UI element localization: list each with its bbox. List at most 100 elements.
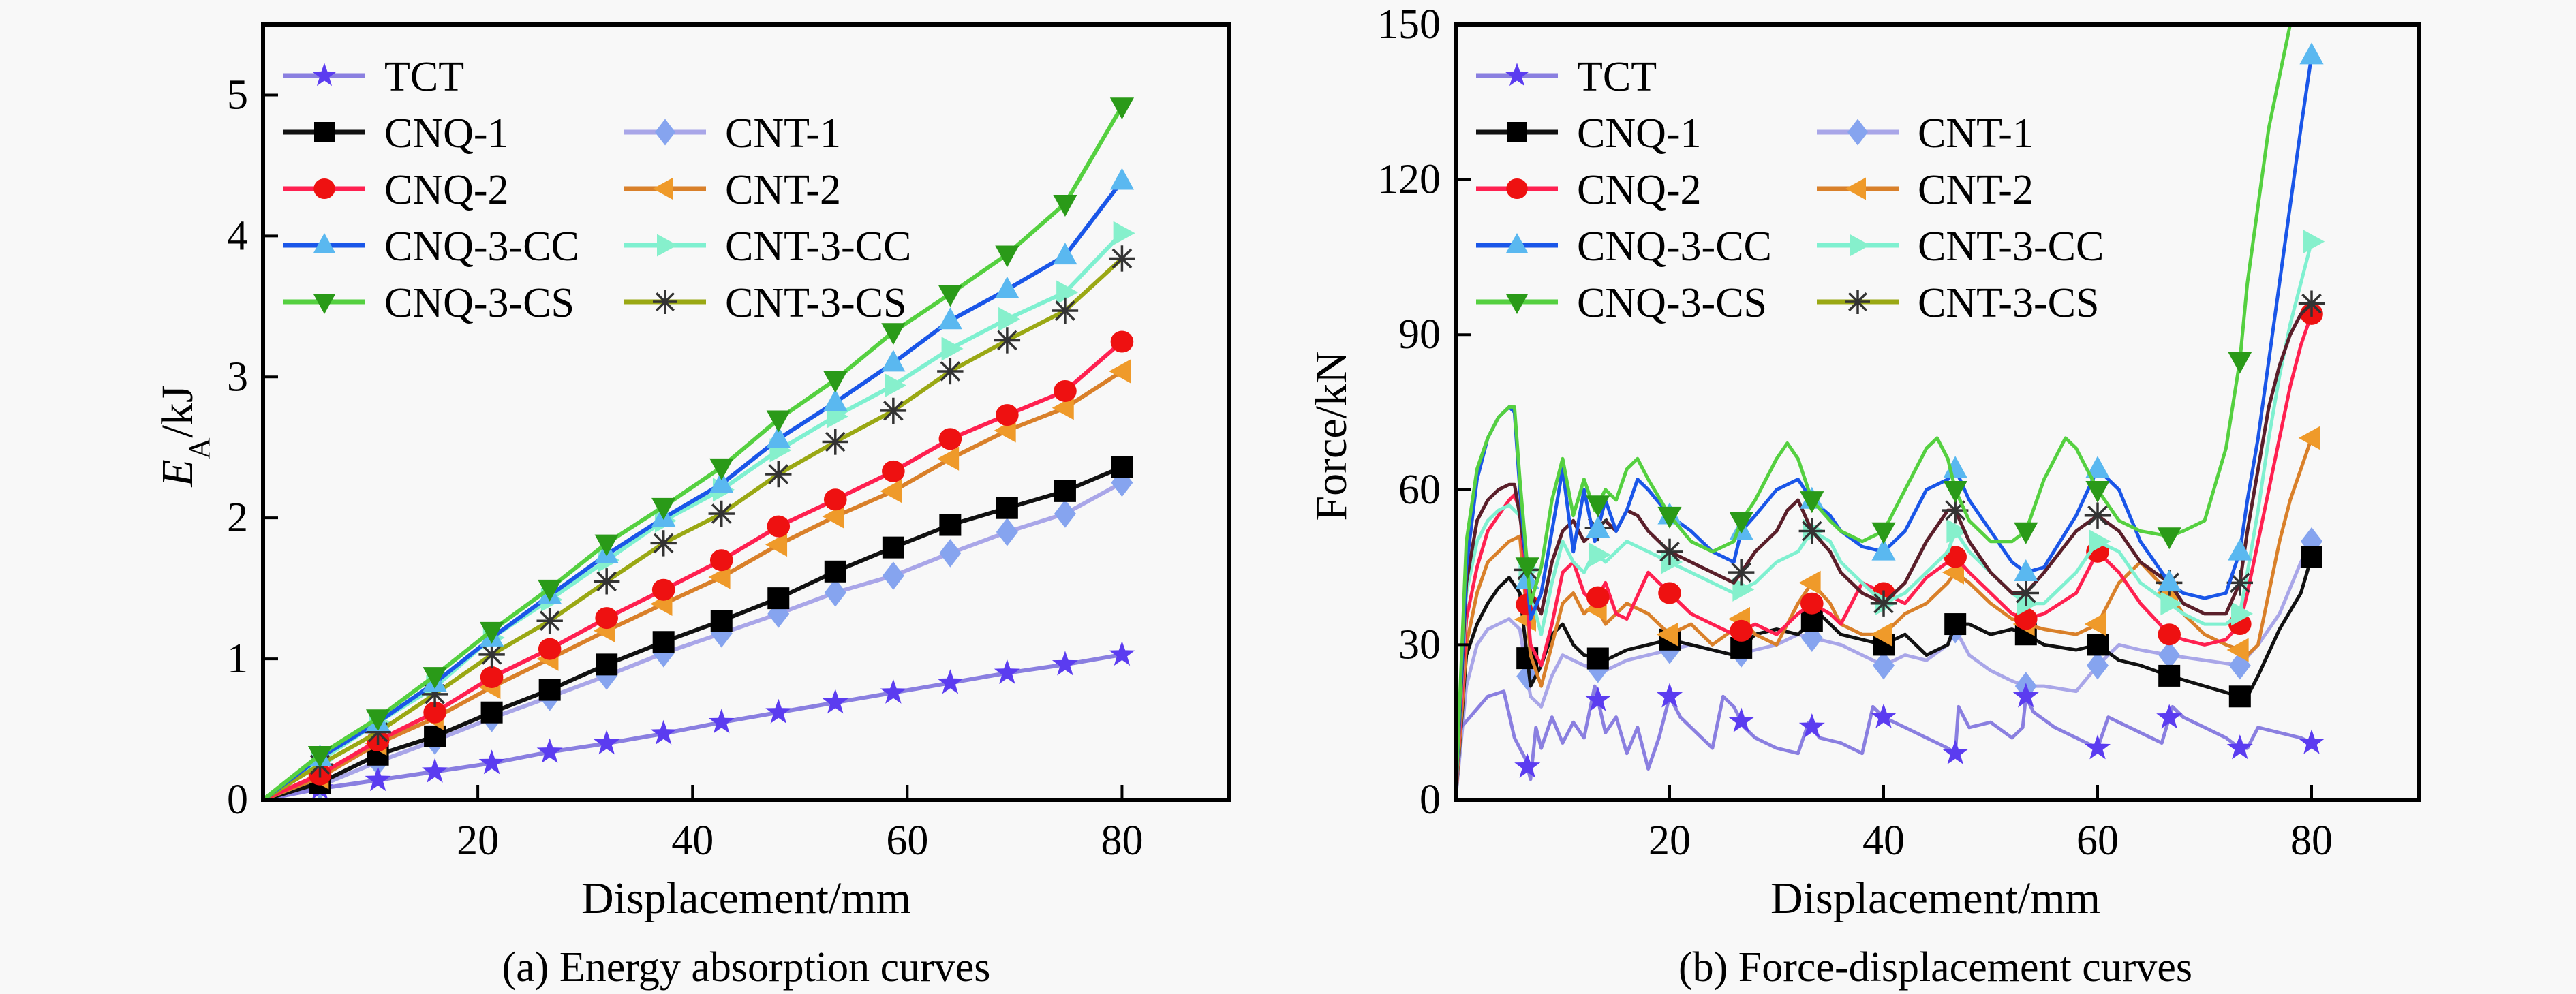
y-axis-title: EA/kJ <box>153 385 216 487</box>
data-point <box>2085 456 2110 478</box>
data-point <box>1109 245 1135 272</box>
data-point <box>1054 480 1076 502</box>
data-point <box>423 701 446 724</box>
legend-item-cnt-1: CNT-1 <box>1817 110 2034 157</box>
data-point <box>938 307 962 330</box>
legend-label: CNT-3-CS <box>725 280 906 326</box>
data-point <box>650 719 677 745</box>
legend-item-tct: TCT <box>1476 54 1657 100</box>
series-cnq-3-cs <box>263 97 1135 800</box>
data-point <box>881 350 906 372</box>
data-point <box>1798 518 1826 544</box>
data-point <box>1052 651 1078 676</box>
data-point <box>2231 602 2254 626</box>
legend-item-cnq-3-cs: CNQ-3-CS <box>1476 280 1767 326</box>
data-point <box>1944 613 1967 636</box>
x-axis-title: Displacement/mm <box>581 873 911 923</box>
data-point <box>1052 297 1079 324</box>
data-point <box>1586 647 1609 670</box>
data-point <box>998 307 1021 332</box>
data-point <box>2299 42 2324 65</box>
data-point <box>2228 685 2251 708</box>
data-point <box>480 666 504 688</box>
x-tick-label: 60 <box>886 818 928 864</box>
legend-marker <box>653 290 677 314</box>
data-point <box>765 532 788 557</box>
data-point <box>710 610 733 632</box>
data-point <box>765 461 792 488</box>
data-point <box>2087 634 2109 656</box>
data-point <box>2158 640 2181 670</box>
series-line <box>263 105 1124 800</box>
data-point <box>1109 97 1135 120</box>
data-point <box>995 245 1019 268</box>
data-point <box>2014 522 2038 544</box>
legend-label: CNQ-2 <box>1577 167 1702 213</box>
legend-label: TCT <box>384 54 464 100</box>
data-point <box>938 428 962 450</box>
panel-caption: (a) Energy absorption curves <box>502 944 991 991</box>
legend-label: TCT <box>1577 54 1657 100</box>
force-displacement-chart: 20 40 60 80 0 30 60 90 120 150 Force/kN Displacem… <box>1306 1 2421 991</box>
data-point <box>996 497 1018 519</box>
data-point <box>1728 559 1755 586</box>
data-point <box>939 514 962 536</box>
data-point <box>994 327 1021 354</box>
legend-marker <box>1850 234 1870 257</box>
legend-marker <box>1506 178 1528 199</box>
data-point <box>480 701 503 724</box>
data-point <box>709 471 734 493</box>
data-point <box>1110 330 1134 353</box>
series-line <box>263 465 1123 800</box>
x-tick-label: 20 <box>457 818 499 864</box>
data-point <box>1870 622 1892 647</box>
data-point <box>2303 230 2325 254</box>
series-line <box>1456 25 2293 800</box>
data-point <box>538 579 562 602</box>
series-line <box>263 257 1124 800</box>
data-point <box>1871 538 1896 561</box>
legend-label: CNQ-3-CC <box>1577 223 1772 270</box>
data-point <box>1586 586 1610 608</box>
data-point <box>938 285 962 307</box>
data-point <box>651 497 676 520</box>
data-point <box>594 534 619 557</box>
y-tick-label: 120 <box>1377 157 1441 203</box>
y-tick-label: 60 <box>1398 467 1441 513</box>
legend-marker <box>313 294 336 314</box>
legend-marker <box>653 177 673 200</box>
legend-item-cnq-3-cc: CNQ-3-CC <box>283 223 579 270</box>
data-point <box>823 389 848 411</box>
data-point <box>767 600 790 628</box>
data-point <box>2228 538 2252 561</box>
y-tick-label: 30 <box>1398 621 1441 668</box>
legend-marker <box>313 178 335 199</box>
data-point <box>2298 290 2325 317</box>
data-point <box>1054 379 1077 402</box>
data-point <box>1657 506 1682 529</box>
series-cnq-3-cs <box>1456 25 2293 800</box>
legend-label: CNQ-3-CS <box>1577 280 1767 326</box>
legend-item-tct: TCT <box>283 54 464 100</box>
data-point <box>1586 516 1610 538</box>
data-point <box>1656 622 1678 647</box>
legend-label: CNT-2 <box>725 167 841 213</box>
data-point <box>708 500 735 527</box>
data-point <box>824 578 846 607</box>
data-point <box>1113 221 1135 245</box>
data-point <box>1729 512 1753 534</box>
legend-marker <box>1507 122 1527 142</box>
data-point <box>652 631 675 653</box>
data-point <box>882 460 905 482</box>
legend-item-cnt-3-cs: CNT-3-CS <box>1817 280 2099 326</box>
legend-label: CNQ-3-CC <box>384 223 579 270</box>
data-point <box>593 568 620 595</box>
data-point <box>478 641 505 668</box>
data-point <box>651 578 675 601</box>
data-point <box>822 689 848 714</box>
series-line <box>263 652 1122 800</box>
data-point <box>2156 704 2183 729</box>
data-point <box>2014 559 2038 581</box>
series-line <box>1456 313 2314 800</box>
